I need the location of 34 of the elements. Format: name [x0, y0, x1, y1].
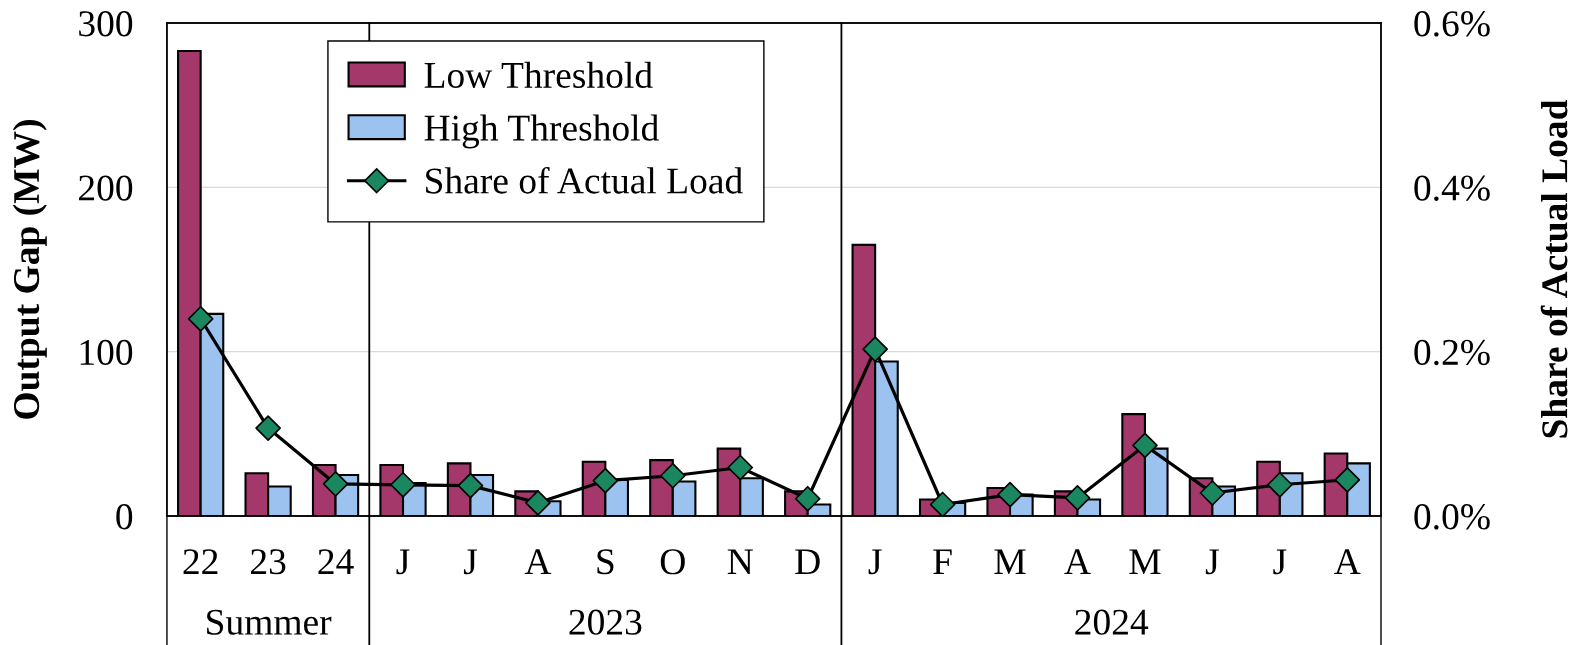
x-tick-label: 23	[251, 549, 286, 575]
y2-axis-title: Share of Actual Load	[1540, 99, 1568, 438]
text: 2023	[569, 609, 642, 635]
legend-label: Share of Actual Load	[426, 166, 743, 194]
x-tick-label: F	[933, 549, 952, 574]
x-tick-label: J	[463, 549, 477, 575]
x-tick-label: J	[396, 549, 410, 575]
x-tick-label: M	[1129, 549, 1161, 574]
y2-tick-label: 0.0%	[1414, 504, 1490, 530]
y-tick-label: 100	[80, 339, 133, 366]
x-tick-label: J	[1273, 549, 1287, 575]
y2-tick-label: 0.6%	[1414, 11, 1490, 37]
text: Summer	[207, 609, 332, 635]
y-tick-label: 0	[116, 504, 133, 530]
x-tick-label: J	[868, 549, 882, 575]
legend-label: Low Threshold	[424, 61, 653, 89]
x-tick-label: O	[660, 549, 685, 575]
x-tick-label: 24	[318, 549, 354, 574]
text: 2024	[1075, 609, 1149, 635]
legend-label: High Threshold	[424, 114, 659, 149]
y2-tick-label: 0.4%	[1414, 175, 1490, 201]
x-tick-label: J	[1205, 549, 1219, 575]
x-tick-label: A	[1334, 549, 1361, 574]
x-tick-label: D	[795, 549, 820, 575]
x-tick-label: A	[524, 549, 552, 574]
x-tick-label: M	[994, 549, 1026, 574]
x-tick-label: 22	[183, 549, 218, 574]
x-tick-label: S	[597, 549, 614, 575]
y-tick-label: 200	[79, 175, 133, 201]
y-tick-label: 300	[79, 11, 133, 37]
y-axis-title: Output Gap (MW)	[12, 120, 47, 419]
x-tick-label: N	[727, 549, 753, 574]
x-tick-label: A	[1064, 549, 1091, 574]
y2-tick-label: 0.2%	[1414, 339, 1490, 366]
